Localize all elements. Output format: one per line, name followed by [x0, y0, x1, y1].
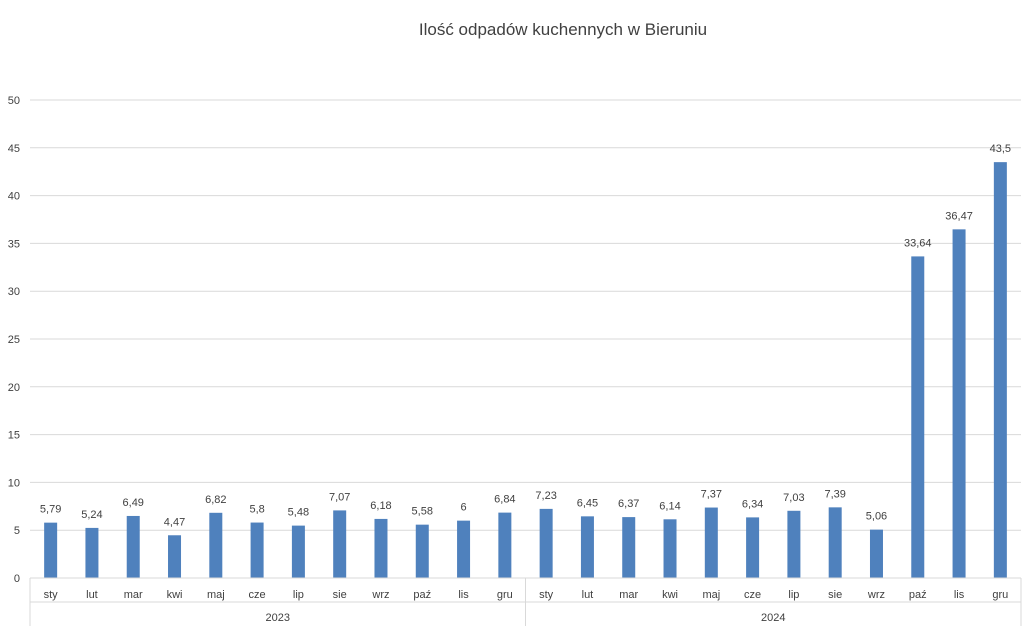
data-label: 6,37 — [618, 498, 639, 510]
bar — [457, 520, 471, 578]
x-tick-label: maj — [702, 589, 720, 601]
bar — [374, 518, 388, 578]
x-tick-label: lut — [582, 589, 594, 601]
bar — [663, 519, 677, 578]
data-label: 6,34 — [742, 498, 763, 510]
x-tick-label: cze — [249, 589, 266, 601]
bars: 5,79 5,24 6,49 4,47 6,82 5,8 5,48 7,07 6,18 5,58 6… — [40, 143, 1011, 578]
bar — [250, 522, 264, 578]
data-label: 6,18 — [370, 500, 391, 512]
y-axis-ticks: 0 5 10 15 20 25 30 35 40 45 50 — [8, 95, 20, 585]
x-tick-label: kwi — [167, 589, 183, 601]
bar — [44, 522, 58, 578]
bar — [869, 529, 883, 578]
data-label: 6,49 — [123, 497, 144, 509]
data-label: 5,79 — [40, 504, 61, 516]
x-tick-label: lip — [293, 589, 304, 601]
x-tick-label: cze — [744, 589, 761, 601]
x-tick-label: kwi — [662, 589, 678, 601]
x-tick-label: paź — [909, 589, 927, 601]
data-label: 5,48 — [288, 507, 309, 519]
data-label: 7,07 — [329, 491, 350, 503]
y-tick-label: 25 — [8, 334, 20, 346]
y-tick-label: 20 — [8, 382, 20, 394]
bar — [622, 517, 636, 578]
x-tick-label: sie — [828, 589, 842, 601]
y-tick-label: 40 — [8, 191, 20, 203]
y-tick-label: 30 — [8, 286, 20, 298]
x-tick-label: sie — [333, 589, 347, 601]
bar — [291, 525, 305, 578]
x-tick-label: mar — [619, 589, 638, 601]
x-tick-label: wrz — [371, 589, 389, 601]
bar — [828, 507, 842, 578]
y-tick-label: 50 — [8, 95, 20, 107]
x-tick-label: mar — [124, 589, 143, 601]
y-tick-label: 0 — [14, 573, 20, 585]
bar — [993, 162, 1007, 578]
x-tick-label: lis — [954, 589, 965, 601]
bar — [911, 256, 925, 578]
gridlines — [30, 99, 1021, 531]
data-label: 5,58 — [412, 506, 433, 518]
data-label: 7,23 — [535, 490, 556, 502]
data-label: 7,39 — [824, 488, 845, 500]
data-label: 6,82 — [205, 494, 226, 506]
x-tick-label: paź — [413, 589, 431, 601]
x-tick-label: sty — [44, 589, 59, 601]
chart-title: Ilość odpadów kuchennych w Bieruniu — [419, 20, 707, 39]
data-label: 4,47 — [164, 516, 185, 528]
x-tick-label: gru — [497, 589, 513, 601]
x-tick-label: lut — [86, 589, 98, 601]
data-label: 5,24 — [81, 509, 102, 521]
bar — [787, 510, 801, 578]
x-tick-label: lip — [788, 589, 799, 601]
bar — [333, 510, 347, 578]
y-tick-label: 35 — [8, 238, 20, 250]
x-tick-label: lis — [458, 589, 469, 601]
data-label: 6,14 — [659, 500, 680, 512]
x-axis: sty lut mar kwi maj cze lip sie wrz paź lis gru 2023… — [29, 577, 1022, 626]
group-label: 2023 — [266, 612, 290, 624]
bar — [580, 516, 594, 578]
group-label: 2024 — [761, 612, 785, 624]
y-tick-label: 10 — [8, 477, 20, 489]
x-tick-label: maj — [207, 589, 225, 601]
bar — [498, 512, 512, 578]
x-tick-label: gru — [992, 589, 1008, 601]
y-tick-label: 15 — [8, 430, 20, 442]
bar — [704, 507, 718, 578]
bar — [746, 517, 760, 578]
bar — [126, 515, 140, 578]
y-tick-label: 45 — [8, 143, 20, 155]
data-label: 6,84 — [494, 494, 515, 506]
bar — [415, 524, 429, 578]
data-label: 5,06 — [866, 511, 887, 523]
x-tick-label: wrz — [867, 589, 885, 601]
data-label: 6,45 — [577, 497, 598, 509]
data-label: 7,37 — [701, 489, 722, 501]
data-label: 6 — [461, 502, 467, 514]
bar — [952, 229, 966, 578]
data-label: 36,47 — [945, 210, 973, 222]
data-label: 43,5 — [990, 143, 1011, 155]
x-tick-label: sty — [539, 589, 554, 601]
y-tick-label: 5 — [14, 525, 20, 537]
data-label: 33,64 — [904, 237, 932, 249]
bar — [209, 512, 223, 578]
bar — [168, 535, 182, 578]
bar — [85, 527, 99, 578]
data-label: 7,03 — [783, 492, 804, 504]
data-label: 5,8 — [249, 504, 264, 516]
bar — [539, 508, 553, 578]
